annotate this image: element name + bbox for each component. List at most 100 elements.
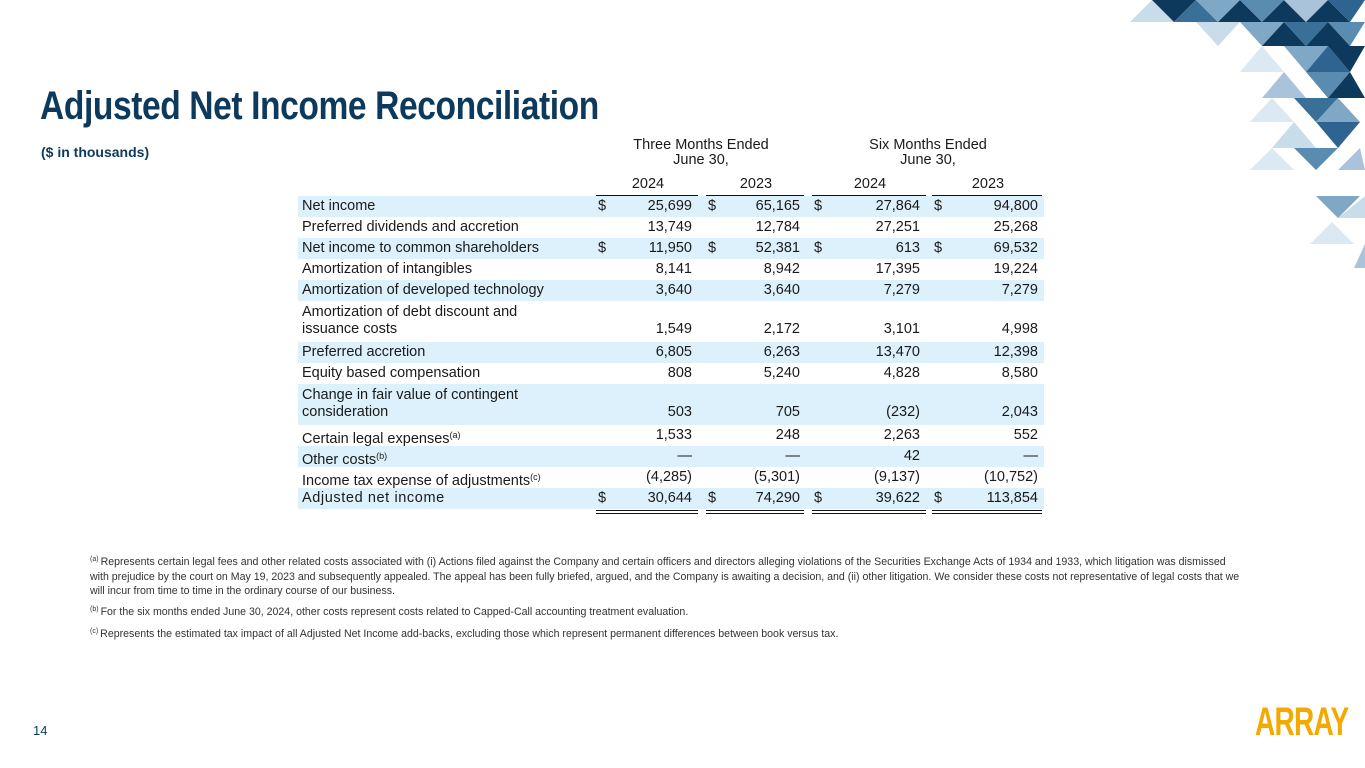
cell-value: 4,828	[883, 365, 920, 381]
row-shade	[298, 384, 1044, 425]
footnote-text: Represents certain legal fees and other …	[90, 556, 1240, 597]
row-shade	[298, 446, 1044, 467]
cell-value: 13,470	[875, 344, 920, 360]
row-label: Adjusted net income	[302, 490, 547, 507]
cell-value: 5,240	[763, 365, 800, 381]
cell-value: 248	[775, 427, 800, 443]
cell-value: 3,640	[655, 282, 692, 298]
cell-value: (10,752)	[983, 469, 1038, 485]
cell-value: 613	[895, 240, 920, 256]
cell-value: 65,165	[755, 198, 800, 214]
footnote-marker: (c)	[90, 628, 99, 635]
currency-sign: $	[598, 240, 607, 256]
row-label: Equity based compensation	[302, 365, 547, 382]
row-shade	[298, 488, 1044, 509]
currency-sign: $	[598, 198, 607, 214]
currency-sign: $	[814, 490, 823, 506]
cell-value: 12,784	[755, 219, 800, 235]
row-label-text: Income tax expense of adjustments	[302, 473, 531, 489]
row-label-text: Other costs	[302, 452, 377, 468]
currency-sign: $	[934, 198, 943, 214]
column-group-header: Three Months Ended June 30,	[596, 138, 806, 168]
currency-sign: $	[814, 240, 823, 256]
cell-value: 25,699	[647, 198, 692, 214]
cell-value: 1,549	[655, 321, 692, 337]
cell-value: 113,854	[986, 490, 1038, 506]
currency-sign: $	[708, 198, 717, 214]
cell-value: (9,137)	[874, 469, 920, 485]
cell-value: 74,290	[755, 490, 800, 506]
cell-value: 7,279	[1001, 282, 1038, 298]
cell-value: 705	[775, 404, 800, 420]
cell-value: 27,251	[875, 219, 920, 235]
cell-value: 552	[1013, 427, 1038, 443]
triangle-decoration	[1130, 0, 1365, 268]
cell-value: 30,644	[647, 490, 692, 506]
row-label: Preferred dividends and accretion	[302, 219, 547, 236]
cell-value: 94,800	[993, 198, 1038, 214]
footnote: (b) For the six months ended June 30, 202…	[90, 603, 1245, 620]
currency-sign: $	[598, 490, 607, 506]
cell-value: 3,640	[763, 282, 800, 298]
cell-value: 4,998	[1001, 321, 1038, 337]
row-label-text: Adjusted net income	[302, 490, 445, 506]
row-label: Other costs(b)	[302, 448, 547, 469]
row-label: Income tax expense of adjustments(c)	[302, 469, 547, 490]
cell-value: 17,395	[875, 261, 920, 277]
currency-sign: $	[934, 240, 943, 256]
group-header-line: Six Months Ended	[869, 137, 987, 153]
cell-double-rule	[706, 510, 804, 514]
footnote-text: For the six months ended June 30, 2024, …	[100, 606, 689, 618]
row-label: Amortization of developed technology	[302, 282, 547, 299]
footnote: (a) Represents certain legal fees and oth…	[90, 553, 1245, 599]
row-label-text: Net income to common shareholders	[302, 240, 539, 256]
year-header: 2023	[739, 176, 773, 192]
cell-value: 6,805	[655, 344, 692, 360]
footnote: (c) Represents the estimated tax impact o…	[90, 625, 1245, 642]
cell-value: 25,268	[993, 219, 1038, 235]
cell-value: 11,950	[648, 240, 692, 256]
row-label: Change in fair value of contingent consi…	[302, 387, 547, 421]
cell-value: —	[1023, 448, 1039, 464]
year-header: 2024	[631, 176, 665, 192]
row-label-text: Certain legal expenses	[302, 431, 450, 447]
row-label: Amortization of intangibles	[302, 261, 547, 278]
currency-sign: $	[708, 490, 717, 506]
cell-value: 12,398	[993, 344, 1038, 360]
header-rule	[812, 195, 926, 196]
row-shade	[298, 238, 1044, 259]
row-label: Net income	[302, 198, 547, 215]
currency-sign: $	[708, 240, 717, 256]
cell-value: 1,533	[655, 427, 692, 443]
cell-value: 2,172	[763, 321, 800, 337]
cell-value: 6,263	[763, 344, 800, 360]
row-shade	[298, 342, 1044, 363]
cell-value: (5,301)	[754, 469, 800, 485]
row-label-text: Net income	[302, 198, 376, 214]
cell-value: 808	[667, 365, 692, 381]
row-label-text: Preferred dividends and accretion	[302, 219, 519, 235]
header-rule	[706, 195, 804, 196]
row-shade	[298, 196, 1044, 217]
row-label: Net income to common shareholders	[302, 240, 547, 257]
currency-sign: $	[814, 198, 823, 214]
logo: ARRAY	[1255, 700, 1349, 744]
cell-value: 2,043	[1001, 404, 1038, 420]
footnote-marker: (a)	[449, 430, 461, 440]
cell-value: 69,532	[993, 240, 1038, 256]
row-label-text: Amortization of developed technology	[302, 282, 544, 298]
row-label-text: Change in fair value of contingent consi…	[302, 387, 519, 420]
group-header-line: Three Months Ended	[633, 137, 769, 153]
row-label-text: Equity based compensation	[302, 365, 481, 381]
cell-value: 3,101	[883, 321, 920, 337]
row-shade	[298, 280, 1044, 301]
footnote-text: Represents the estimated tax impact of a…	[100, 628, 839, 640]
cell-value: 42	[903, 448, 920, 464]
footnote-marker: (a)	[90, 556, 99, 563]
cell-double-rule	[596, 510, 698, 514]
cell-value: (4,285)	[646, 469, 692, 485]
year-header: 2023	[971, 176, 1005, 192]
footnote-marker: (b)	[90, 606, 99, 613]
subtitle: ($ in thousands)	[41, 144, 150, 160]
